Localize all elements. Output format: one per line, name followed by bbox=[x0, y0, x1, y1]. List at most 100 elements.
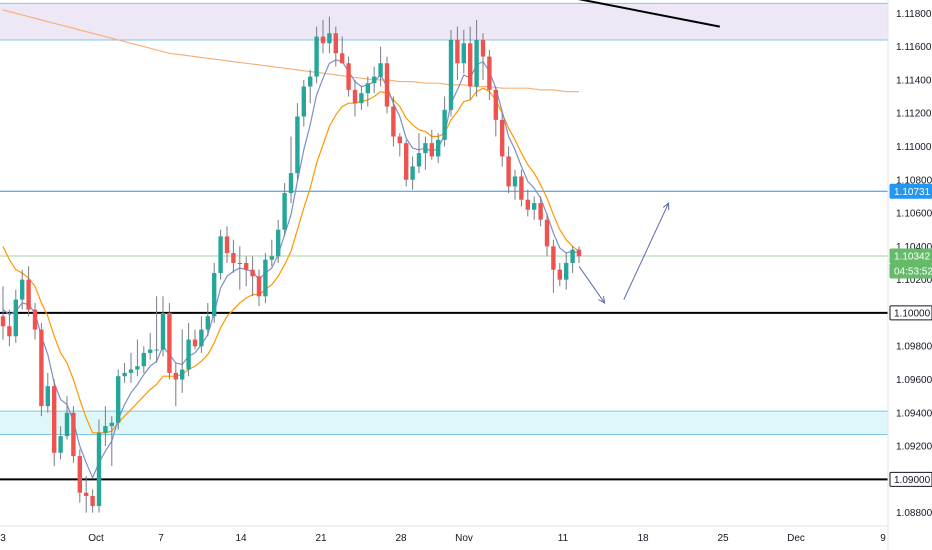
time-tick-label: 28 bbox=[395, 533, 407, 544]
candle-body-52 bbox=[333, 33, 338, 54]
candle-body-66 bbox=[423, 143, 428, 154]
time-tick-label: Oct bbox=[88, 533, 104, 544]
price-badge-bg-1 bbox=[889, 248, 932, 264]
candle-body-48 bbox=[308, 76, 313, 87]
price-badge-label-0: 1.10731 bbox=[894, 187, 931, 198]
price-tick-label: 1.10800 bbox=[896, 175, 932, 186]
candle-body-34 bbox=[218, 236, 223, 273]
candle-body-47 bbox=[301, 86, 306, 117]
candle-body-37 bbox=[237, 263, 242, 264]
candle-body-59 bbox=[378, 63, 383, 77]
candle-body-4 bbox=[26, 279, 31, 310]
candle-body-75 bbox=[480, 39, 486, 57]
candle-body-81 bbox=[519, 176, 524, 200]
price-tick-label: 1.09800 bbox=[896, 342, 932, 353]
candle-body-51 bbox=[327, 33, 332, 44]
candle-body-85 bbox=[544, 219, 550, 247]
price-badge-label-2: 04:53:52 bbox=[894, 267, 932, 278]
candle-body-39 bbox=[250, 269, 255, 277]
candle-body-63 bbox=[404, 143, 409, 180]
price-badge-label-1: 1.10342 bbox=[894, 252, 931, 263]
price-badge-bg-4 bbox=[889, 471, 932, 487]
candle-body-64 bbox=[410, 166, 415, 180]
candle-body-68 bbox=[436, 139, 441, 157]
candle-body-89 bbox=[570, 249, 575, 263]
candle-body-67 bbox=[429, 143, 434, 157]
candle-body-35 bbox=[224, 236, 230, 254]
trend-line bbox=[578, 0, 720, 28]
candle-body-8 bbox=[52, 386, 57, 453]
candle-body-20 bbox=[128, 369, 134, 373]
time-tick-label: 11 bbox=[558, 533, 569, 544]
candle-body-87 bbox=[557, 269, 562, 280]
price-badge-label-4: 1.09000 bbox=[894, 475, 931, 486]
price-tick-label: 1.10200 bbox=[896, 275, 932, 286]
candle-body-60 bbox=[384, 63, 390, 107]
price-tick-label: 1.09200 bbox=[896, 442, 932, 453]
projection-arrow-head-1 bbox=[662, 202, 670, 211]
time-axis[interactable]: 3 Oct 7 14 21 28 Nov 11 18 25 Dec 9 bbox=[0, 533, 886, 544]
candle-body-33 bbox=[212, 272, 217, 317]
candle-body-78 bbox=[500, 119, 505, 157]
price-badge-bg-3 bbox=[889, 305, 932, 321]
price-tick-label: 1.11400 bbox=[896, 75, 932, 86]
time-tick-label: 7 bbox=[158, 533, 164, 544]
candle-body-72 bbox=[461, 43, 466, 64]
candle-body-11 bbox=[71, 412, 76, 457]
candle-body-76 bbox=[487, 56, 492, 90]
candle-body-10 bbox=[64, 412, 70, 437]
projection-arrow-0 bbox=[578, 266, 606, 304]
candles-layer bbox=[0, 16, 582, 513]
price-tick-label: 1.11600 bbox=[896, 42, 932, 53]
candle-body-19 bbox=[122, 372, 127, 377]
candle-body-31 bbox=[199, 329, 204, 347]
candle-body-74 bbox=[474, 39, 479, 87]
price-badge-bg-0 bbox=[889, 183, 932, 199]
zone-rect-1 bbox=[0, 411, 888, 435]
time-tick-label: 21 bbox=[315, 533, 327, 544]
candle-body-82 bbox=[525, 199, 530, 210]
candle-body-15 bbox=[96, 432, 102, 507]
candle-body-22 bbox=[141, 352, 146, 367]
zones-layer bbox=[0, 2, 888, 435]
candle-body-12 bbox=[77, 456, 82, 493]
price-badge-label-3: 1.10000 bbox=[894, 308, 931, 319]
candle-body-14 bbox=[90, 496, 95, 507]
candle-body-30 bbox=[192, 339, 198, 347]
price-tick-label: 1.10400 bbox=[896, 242, 932, 253]
candle-body-7 bbox=[45, 386, 50, 407]
price-badge-bg-2 bbox=[889, 263, 932, 279]
time-tick-label: 18 bbox=[637, 533, 649, 544]
candle-body-80 bbox=[512, 176, 518, 187]
time-tick-label: 25 bbox=[717, 533, 729, 544]
zone-rect-0 bbox=[0, 3, 888, 40]
candle-body-32 bbox=[205, 316, 210, 330]
price-tick-label: 1.08800 bbox=[896, 508, 932, 519]
candle-body-50 bbox=[320, 36, 326, 44]
candle-body-38 bbox=[244, 263, 249, 270]
candle-body-71 bbox=[455, 39, 460, 64]
candle-body-13 bbox=[84, 492, 89, 497]
candle-body-9 bbox=[58, 436, 63, 453]
time-tick-label: 3 bbox=[0, 533, 6, 544]
candle-body-77 bbox=[493, 89, 498, 120]
candle-body-6 bbox=[39, 329, 44, 407]
projection-arrow-head-0 bbox=[598, 295, 606, 304]
candle-body-26 bbox=[167, 312, 172, 373]
candle-body-23 bbox=[148, 349, 153, 353]
price-badges: 1.10731 1.10342 04:53:52 1.10000 1.09000 bbox=[889, 183, 932, 487]
candle-body-65 bbox=[416, 153, 422, 167]
candle-body-41 bbox=[263, 259, 268, 297]
time-tick-label: Nov bbox=[455, 533, 473, 544]
candle-body-24 bbox=[154, 349, 159, 351]
candle-body-2 bbox=[13, 299, 18, 337]
time-tick-label: 14 bbox=[235, 533, 247, 544]
candle-body-21 bbox=[135, 366, 140, 370]
candle-body-90 bbox=[576, 249, 582, 257]
candle-body-18 bbox=[116, 376, 121, 423]
candle-body-83 bbox=[532, 203, 537, 210]
candle-body-53 bbox=[340, 53, 345, 64]
candle-body-73 bbox=[468, 43, 473, 87]
